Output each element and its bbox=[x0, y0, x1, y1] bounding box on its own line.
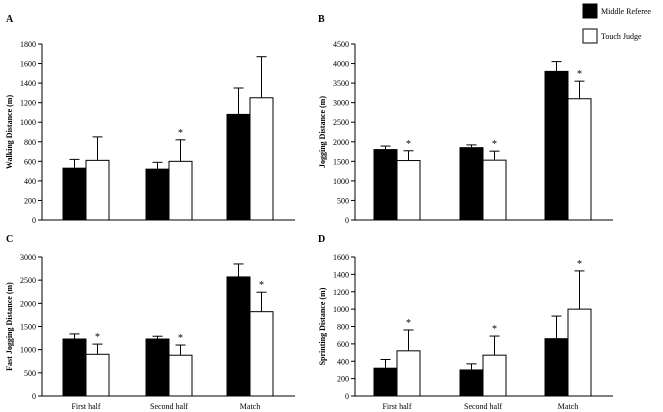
x-category-label: Match bbox=[240, 402, 260, 411]
y-axis-label: Sprinting Distance (m) bbox=[318, 287, 327, 365]
y-tick-label: 1800 bbox=[20, 40, 36, 49]
y-tick-label: 500 bbox=[24, 369, 36, 378]
bar-touch-judge bbox=[567, 308, 592, 397]
bar-middle-referee bbox=[62, 338, 87, 397]
y-tick-label: 1500 bbox=[20, 323, 36, 332]
significance-marker: * bbox=[492, 139, 497, 150]
bar-touch-judge bbox=[396, 350, 421, 397]
legend-label-middle-referee: Middle Referee bbox=[601, 7, 651, 16]
y-tick-label: 1400 bbox=[333, 270, 349, 279]
y-tick-label: 400 bbox=[24, 177, 36, 186]
significance-marker: * bbox=[577, 259, 582, 270]
bar-touch-judge bbox=[168, 160, 193, 221]
bar-middle-referee bbox=[226, 276, 251, 397]
x-category-label: First half bbox=[382, 402, 411, 411]
y-tick-label: 3500 bbox=[333, 79, 349, 88]
panel-label: C bbox=[6, 234, 13, 245]
bar-middle-referee bbox=[373, 367, 398, 397]
panel-d: 0 200 400 600 800 1000 1200 1400 1600 Sprinting D… bbox=[318, 234, 613, 411]
panel-a: 0 200 400 600 800 1000 1200 1400 1600 1800 Walking… bbox=[5, 14, 295, 225]
bar-middle-referee bbox=[459, 369, 484, 397]
y-tick-label: 1000 bbox=[333, 177, 349, 186]
y-tick-label: 600 bbox=[24, 157, 36, 166]
y-tick-label: 1200 bbox=[20, 99, 36, 108]
y-tick-label: 2500 bbox=[20, 276, 36, 285]
x-category-label: Second half bbox=[464, 402, 502, 411]
bar-touch-judge bbox=[249, 97, 274, 221]
y-axis-label: Fast Jogging Distance (m) bbox=[5, 282, 14, 371]
bar-touch-judge bbox=[396, 160, 421, 221]
y-tick-label: 2000 bbox=[20, 299, 36, 308]
bar-touch-judge bbox=[482, 159, 507, 221]
significance-marker: * bbox=[406, 318, 411, 329]
y-tick-label: 4500 bbox=[333, 40, 349, 49]
y-tick-label: 3000 bbox=[333, 99, 349, 108]
bar-touch-judge bbox=[482, 354, 507, 397]
bar-touch-judge bbox=[567, 98, 592, 221]
y-tick-label: 0 bbox=[32, 392, 36, 401]
legend-group: Middle Referee Touch Judge bbox=[582, 3, 651, 44]
y-tick-label: 400 bbox=[337, 357, 349, 366]
bar-touch-judge bbox=[85, 159, 110, 221]
bar-middle-referee bbox=[145, 168, 170, 221]
bar-middle-referee bbox=[145, 338, 170, 397]
panel-b: 0 500 1000 1500 2000 2500 3000 3500 4000 4500 Jogg… bbox=[318, 14, 613, 225]
y-tick-label: 1000 bbox=[333, 305, 349, 314]
y-tick-label: 2500 bbox=[333, 118, 349, 127]
panel-c: 0 500 1000 1500 2000 2500 3000 Fast Jogging Dis… bbox=[5, 234, 295, 411]
x-category-label: First half bbox=[71, 402, 100, 411]
bar-middle-referee bbox=[544, 70, 569, 221]
significance-marker: * bbox=[95, 332, 100, 343]
panel-label: D bbox=[318, 234, 325, 245]
y-tick-label: 800 bbox=[337, 323, 349, 332]
y-tick-label: 1200 bbox=[333, 288, 349, 297]
bar-touch-judge bbox=[249, 311, 274, 397]
significance-marker: * bbox=[178, 128, 183, 139]
panels: 0 200 400 600 800 1000 1200 1400 1600 1800 Walking… bbox=[5, 14, 613, 411]
y-tick-label: 1600 bbox=[20, 60, 36, 69]
y-tick-label: 3000 bbox=[20, 253, 36, 262]
legend-swatch-middle-referee bbox=[582, 3, 598, 19]
significance-marker: * bbox=[492, 324, 497, 335]
y-tick-label: 200 bbox=[24, 196, 36, 205]
bar-middle-referee bbox=[62, 167, 87, 221]
y-tick-label: 2000 bbox=[333, 138, 349, 147]
y-tick-label: 0 bbox=[345, 392, 349, 401]
y-tick-label: 500 bbox=[337, 196, 349, 205]
bar-middle-referee bbox=[226, 113, 251, 221]
y-tick-label: 600 bbox=[337, 340, 349, 349]
panel-label: A bbox=[6, 14, 14, 25]
y-tick-label: 1000 bbox=[20, 118, 36, 127]
bar-middle-referee bbox=[373, 149, 398, 221]
y-axis-label: Jogging Distance (m) bbox=[318, 96, 327, 168]
y-axis-label: Walking Distance (m) bbox=[5, 95, 14, 170]
y-tick-label: 1600 bbox=[333, 253, 349, 262]
bar-touch-judge bbox=[85, 353, 110, 397]
legend-swatch-touch-judge bbox=[582, 28, 598, 44]
bar-middle-referee bbox=[544, 338, 569, 397]
significance-marker: * bbox=[259, 280, 264, 291]
y-tick-label: 4000 bbox=[333, 60, 349, 69]
y-tick-label: 800 bbox=[24, 138, 36, 147]
significance-marker: * bbox=[178, 333, 183, 344]
y-tick-label: 200 bbox=[337, 375, 349, 384]
bar-middle-referee bbox=[459, 147, 484, 221]
x-category-label: Match bbox=[558, 402, 578, 411]
y-tick-label: 0 bbox=[345, 216, 349, 225]
significance-marker: * bbox=[577, 69, 582, 80]
y-tick-label: 1400 bbox=[20, 79, 36, 88]
x-category-label: Second half bbox=[150, 402, 188, 411]
bar-touch-judge bbox=[168, 354, 193, 397]
panel-label: B bbox=[318, 14, 325, 25]
legend-label-touch-judge: Touch Judge bbox=[601, 32, 642, 41]
y-tick-label: 1500 bbox=[333, 157, 349, 166]
y-tick-label: 0 bbox=[32, 216, 36, 225]
y-tick-label: 1000 bbox=[20, 346, 36, 355]
significance-marker: * bbox=[406, 139, 411, 150]
